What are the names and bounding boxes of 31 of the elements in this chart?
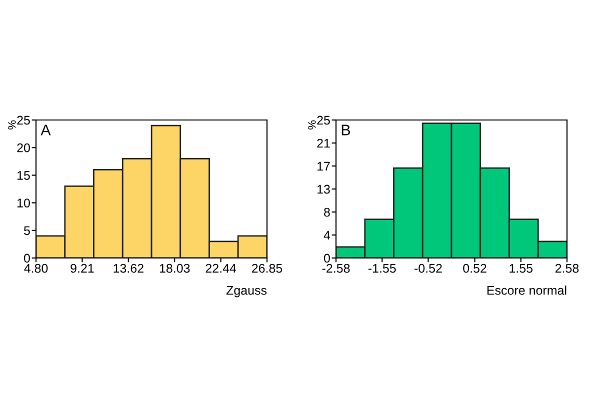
x-tick-label: -1.55 bbox=[368, 264, 396, 273]
x-tick-label: 26.85 bbox=[252, 264, 282, 273]
x-tick-label: -0.52 bbox=[414, 264, 442, 273]
x-tick-label: 18.03 bbox=[160, 264, 190, 273]
y-tick-label: 0 bbox=[24, 254, 30, 263]
x-axis-title: Zgauss bbox=[226, 286, 267, 298]
x-tick-label: 1.55 bbox=[510, 264, 533, 273]
y-tick-label: 21 bbox=[317, 138, 330, 148]
chart-title: B bbox=[342, 124, 350, 136]
x-tick-label: 9.21 bbox=[70, 264, 94, 273]
x-tick-label: 22.44 bbox=[206, 264, 236, 273]
x-tick-label: 4.80 bbox=[24, 264, 48, 273]
y-axis-title: % bbox=[8, 120, 16, 130]
x-tick-label: 0.52 bbox=[463, 264, 486, 273]
y-tick-label: 0 bbox=[324, 254, 330, 263]
y-tick-label: 25 bbox=[317, 116, 330, 125]
x-axis-title: Escore normal bbox=[487, 286, 566, 295]
x-tick-label: 2.58 bbox=[555, 264, 579, 273]
y-tick-label: 4 bbox=[324, 230, 330, 240]
y-tick-label: 20 bbox=[17, 143, 30, 152]
y-tick-label: 5 bbox=[24, 226, 30, 236]
y-tick-label: 25 bbox=[17, 116, 30, 125]
y-tick-label: 17 bbox=[317, 162, 330, 171]
y-tick-label: 10 bbox=[17, 198, 30, 208]
x-tick-label: 13.62 bbox=[114, 264, 144, 273]
y-axis-title: % bbox=[308, 120, 316, 130]
y-tick-label: 8 bbox=[324, 208, 330, 217]
y-tick-label: 15 bbox=[17, 171, 30, 180]
x-tick-label: -2.58 bbox=[322, 264, 350, 273]
y-tick-label: 13 bbox=[317, 184, 330, 194]
chart-title: A bbox=[40, 124, 51, 136]
